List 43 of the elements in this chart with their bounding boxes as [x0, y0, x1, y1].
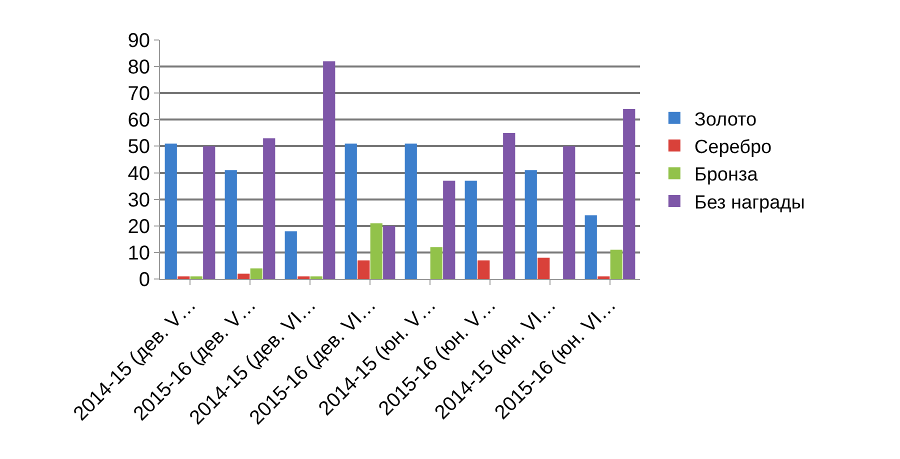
bar — [203, 146, 216, 279]
y-tick-label: 50 — [128, 136, 150, 158]
bar — [464, 180, 477, 279]
y-tick-label: 80 — [128, 56, 150, 79]
bar — [610, 250, 622, 279]
y-tick-label: 30 — [128, 189, 150, 212]
bar — [284, 231, 297, 279]
bar — [623, 109, 636, 279]
bar — [478, 260, 490, 279]
bar — [224, 170, 237, 279]
bar — [190, 276, 202, 279]
bar — [178, 276, 190, 279]
bar — [584, 215, 597, 279]
bar — [524, 170, 537, 279]
y-tick-label: 90 — [128, 30, 150, 52]
y-tick-label: 70 — [128, 83, 150, 106]
legend-label: Без награды — [694, 192, 805, 214]
bar — [430, 247, 442, 279]
bar — [164, 144, 177, 279]
legend-label: Серебро — [694, 136, 772, 158]
bar — [358, 260, 370, 279]
bar — [563, 146, 576, 279]
bar — [538, 258, 550, 279]
bar — [344, 144, 357, 279]
bar — [383, 226, 396, 279]
y-tick-label: 0 — [138, 269, 150, 291]
bar — [310, 276, 322, 279]
bar — [298, 276, 310, 279]
bar — [263, 138, 276, 279]
legend-label: Бронза — [694, 164, 758, 186]
legend-label: Золото — [694, 109, 757, 130]
bar — [443, 180, 456, 279]
y-tick-label: 60 — [128, 110, 150, 132]
bar — [598, 276, 610, 279]
bar — [404, 144, 417, 279]
y-tick-label: 10 — [128, 242, 150, 264]
bar — [370, 223, 382, 279]
bar — [323, 61, 336, 279]
bar — [238, 274, 250, 279]
bar — [250, 268, 262, 279]
bar — [503, 132, 516, 279]
y-tick-label: 40 — [128, 162, 150, 185]
y-tick-label: 20 — [128, 216, 150, 238]
